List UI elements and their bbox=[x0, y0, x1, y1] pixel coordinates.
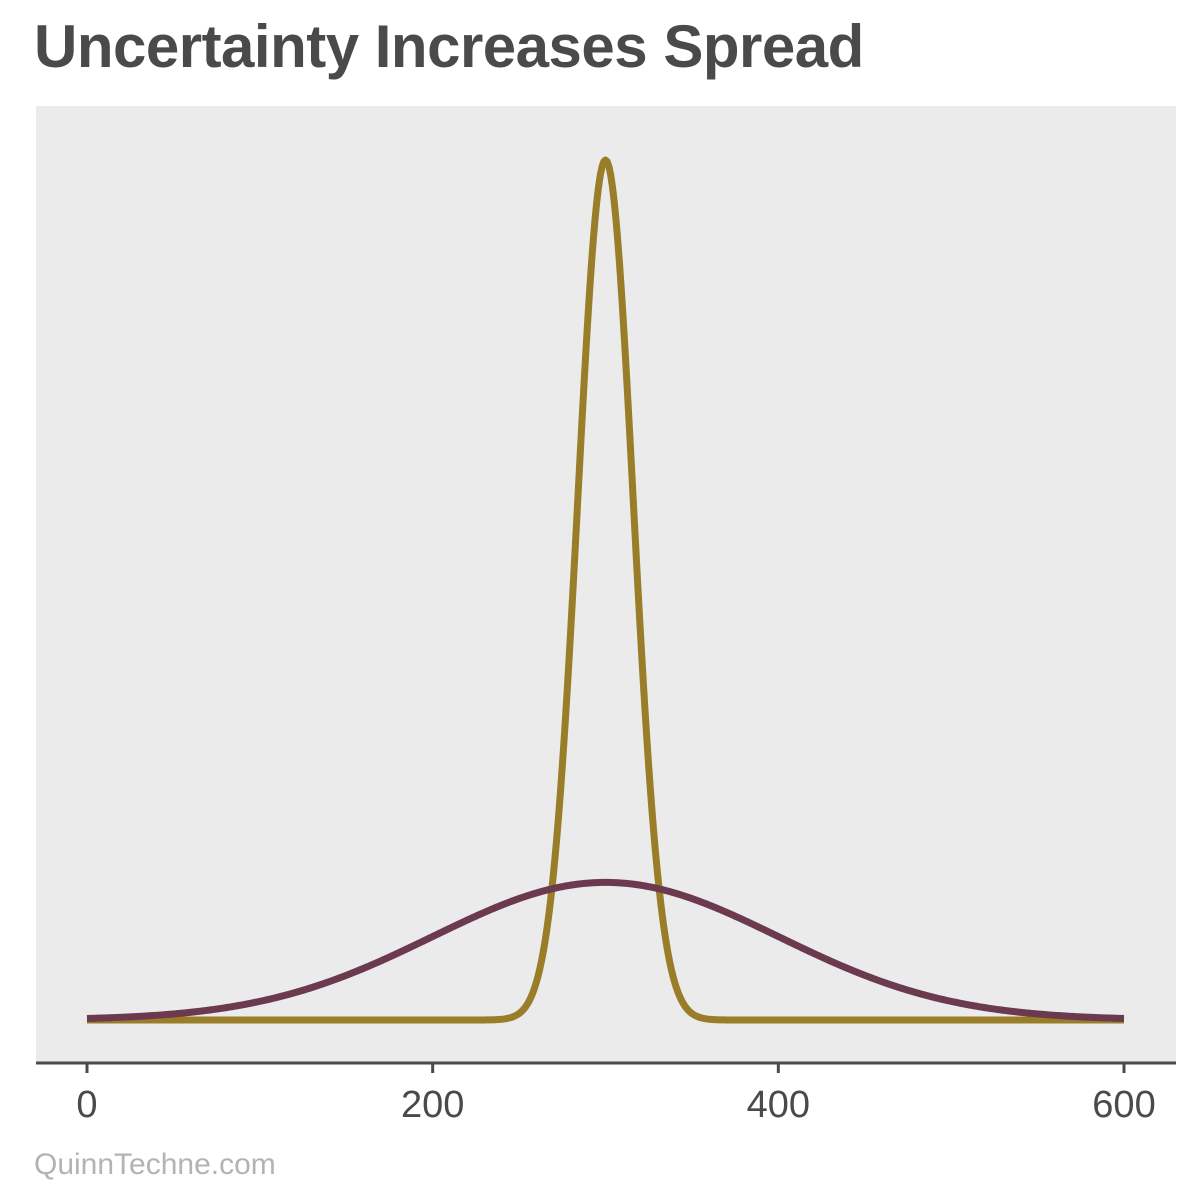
x-axis-ticks: 0 200 400 600 bbox=[76, 1063, 1156, 1126]
x-tick-label: 400 bbox=[747, 1084, 810, 1126]
source-credit: QuinnTechne.com bbox=[34, 1148, 276, 1181]
series-line-wide bbox=[85, 878, 1126, 1022]
x-tick-label: 200 bbox=[401, 1084, 464, 1126]
plot-background bbox=[36, 106, 1176, 1063]
x-tick-label: 600 bbox=[1092, 1084, 1155, 1126]
chart-title: Uncertainty Increases Spread bbox=[34, 13, 864, 80]
series-layer bbox=[85, 156, 1126, 1024]
x-tick-label: 0 bbox=[76, 1084, 97, 1126]
series-line-narrow bbox=[85, 156, 1126, 1024]
